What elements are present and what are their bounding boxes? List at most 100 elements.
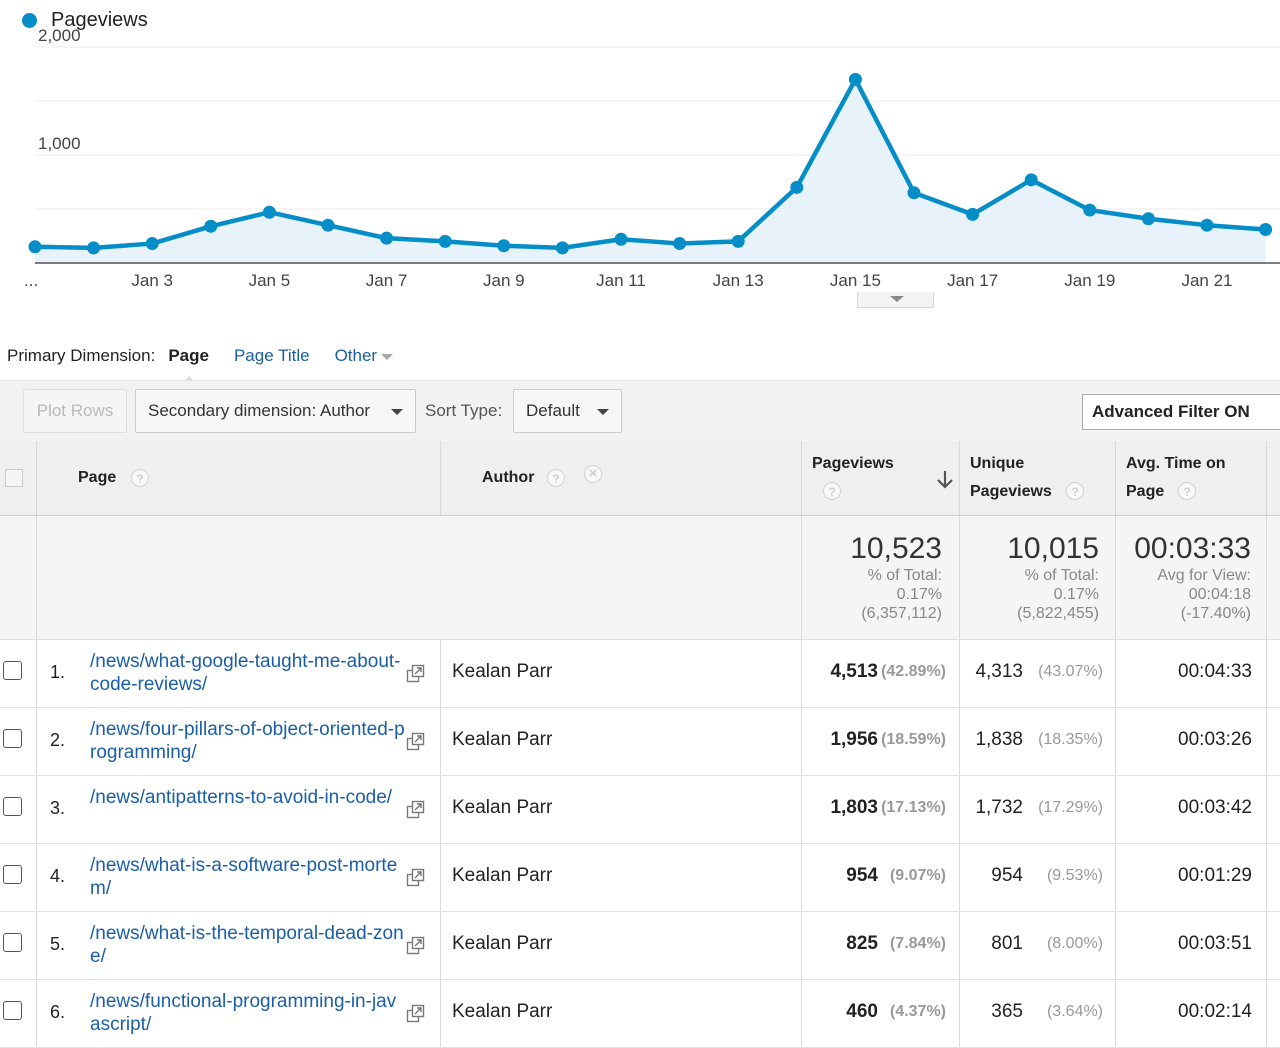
page-link[interactable]: /news/what-google-taught-me-about-code-r… xyxy=(90,651,401,695)
totals-avg-diff: (-17.40%) xyxy=(1180,605,1251,622)
remove-dimension-icon[interactable]: × xyxy=(584,465,602,483)
avg-time-value: 00:04:33 xyxy=(1178,661,1252,682)
totals-unique-cell: 10,015 % of Total: 0.17% (5,822,455) xyxy=(960,516,1116,639)
dimension-option-page-title[interactable]: Page Title xyxy=(233,346,310,365)
data-point xyxy=(497,239,511,253)
help-icon[interactable]: ? xyxy=(547,469,565,487)
open-external-link-icon[interactable] xyxy=(406,868,425,887)
secondary-dimension-select[interactable]: Secondary dimension: Author xyxy=(135,389,416,433)
page-link[interactable]: /news/four-pillars-of-object-oriented-pr… xyxy=(90,719,405,763)
row-index: 4. xyxy=(50,866,66,886)
unique-pageviews-percent: (9.53%) xyxy=(1046,867,1103,884)
author-cell: Kealan Parr xyxy=(452,1001,553,1022)
avg-time-value: 00:03:26 xyxy=(1178,729,1252,750)
row-index: 5. xyxy=(50,934,66,954)
open-external-link-icon[interactable] xyxy=(406,936,425,955)
table-row: 5. /news/what-is-the-temporal-dead-zone/… xyxy=(0,912,1280,980)
unique-pageviews-value: 1,838 xyxy=(975,729,1023,750)
data-point xyxy=(204,219,218,233)
avg-time-value: 00:03:42 xyxy=(1178,797,1252,818)
header-page-cell[interactable]: Page ? xyxy=(37,441,441,515)
page-link[interactable]: /news/what-is-the-temporal-dead-zone/ xyxy=(90,923,404,967)
row-checkbox[interactable] xyxy=(3,797,22,816)
chart-collapse-toggle[interactable] xyxy=(857,292,934,308)
dimension-option-other[interactable]: Other xyxy=(335,346,394,366)
unique-pageviews-value: 1,732 xyxy=(975,797,1023,818)
data-point xyxy=(1200,218,1214,232)
pageviews-percent: (9.07%) xyxy=(889,867,946,884)
plot-rows-button[interactable]: Plot Rows xyxy=(23,389,127,433)
row-checkbox[interactable] xyxy=(3,661,22,680)
row-index: 2. xyxy=(50,730,66,750)
unique-pageviews-percent: (18.35%) xyxy=(1038,731,1103,748)
page-link[interactable]: /news/antipatterns-to-avoid-in-code/ xyxy=(90,787,393,808)
data-point xyxy=(321,218,335,232)
table-row: 4. /news/what-is-a-software-post-mortem/… xyxy=(0,844,1280,912)
header-unique-pageviews-cell[interactable]: Unique Pageviews ? xyxy=(960,441,1116,515)
data-point xyxy=(1024,173,1038,187)
pageviews-percent: (18.59%) xyxy=(881,731,946,748)
data-point xyxy=(614,232,628,246)
help-icon[interactable]: ? xyxy=(1178,482,1196,500)
data-point xyxy=(1083,203,1097,217)
author-cell: Kealan Parr xyxy=(452,729,553,750)
sort-type-select[interactable]: Default xyxy=(513,389,622,433)
page-link[interactable]: /news/what-is-a-software-post-mortem/ xyxy=(90,855,398,899)
data-point xyxy=(262,205,276,219)
totals-pageviews-total: (6,357,112) xyxy=(861,605,942,622)
author-cell: Kealan Parr xyxy=(452,865,553,886)
row-checkbox[interactable] xyxy=(3,865,22,884)
sort-type-label: Sort Type: xyxy=(425,401,503,420)
pageviews-value: 460 xyxy=(846,1001,878,1022)
table-row: 2. /news/four-pillars-of-object-oriented… xyxy=(0,708,1280,776)
dropdown-arrow-icon xyxy=(391,409,403,415)
dropdown-arrow-icon xyxy=(381,353,394,360)
y-tick-label: 1,000 xyxy=(38,134,81,153)
x-tick-label: Jan 21 xyxy=(1181,271,1232,290)
avg-time-value: 00:02:14 xyxy=(1178,1001,1252,1022)
data-point xyxy=(28,240,42,254)
data-point xyxy=(966,207,980,221)
avg-time-value: 00:03:51 xyxy=(1178,933,1252,954)
table-row: 6. /news/functional-programming-in-javas… xyxy=(0,980,1280,1048)
header-author-cell[interactable]: Author ? × xyxy=(441,441,802,515)
unique-pageviews-percent: (8.00%) xyxy=(1046,935,1103,952)
avg-time-value: 00:01:29 xyxy=(1178,865,1252,886)
data-point xyxy=(790,180,804,194)
open-external-link-icon[interactable] xyxy=(406,664,425,683)
help-icon[interactable]: ? xyxy=(823,482,841,500)
header-unique-line1: Unique xyxy=(970,455,1025,472)
advanced-filter-button[interactable]: Advanced Filter ON xyxy=(1082,394,1280,430)
x-tick-label: Jan 19 xyxy=(1064,271,1115,290)
x-tick-label: Jan 17 xyxy=(947,271,998,290)
open-external-link-icon[interactable] xyxy=(406,800,425,819)
open-external-link-icon[interactable] xyxy=(406,1004,425,1023)
data-point xyxy=(555,241,569,255)
page-link[interactable]: /news/functional-programming-in-javascri… xyxy=(90,991,397,1035)
row-checkbox[interactable] xyxy=(3,1001,22,1020)
row-checkbox[interactable] xyxy=(3,729,22,748)
totals-pageviews-cell: 10,523 % of Total: 0.17% (6,357,112) xyxy=(802,516,960,639)
row-checkbox[interactable] xyxy=(3,933,22,952)
help-icon[interactable]: ? xyxy=(1066,482,1084,500)
open-external-link-icon[interactable] xyxy=(406,732,425,751)
data-point xyxy=(907,186,921,200)
primary-dimension-label: Primary Dimension: xyxy=(7,346,156,365)
x-tick-label: Jan 11 xyxy=(596,271,646,290)
area-fill xyxy=(35,79,1266,264)
header-pageviews-cell[interactable]: Pageviews ? xyxy=(802,441,960,515)
header-page-label: Page xyxy=(78,469,117,486)
dimension-option-page[interactable]: Page xyxy=(168,346,209,384)
author-cell: Kealan Parr xyxy=(452,933,553,954)
chart-legend[interactable]: Pageviews xyxy=(22,8,148,32)
dropdown-arrow-icon xyxy=(597,409,609,415)
totals-unique-label: % of Total: xyxy=(1024,567,1099,584)
header-avg-time-cell[interactable]: Avg. Time on Page ? xyxy=(1116,441,1267,515)
sort-descending-arrow-icon[interactable] xyxy=(936,470,954,490)
unique-pageviews-percent: (43.07%) xyxy=(1038,663,1103,680)
row-index: 1. xyxy=(50,662,66,682)
totals-avg-time-value: 00:03:33 xyxy=(1134,532,1251,565)
help-icon[interactable]: ? xyxy=(131,469,149,487)
select-all-checkbox[interactable] xyxy=(5,469,23,487)
legend-label: Pageviews xyxy=(51,8,148,31)
